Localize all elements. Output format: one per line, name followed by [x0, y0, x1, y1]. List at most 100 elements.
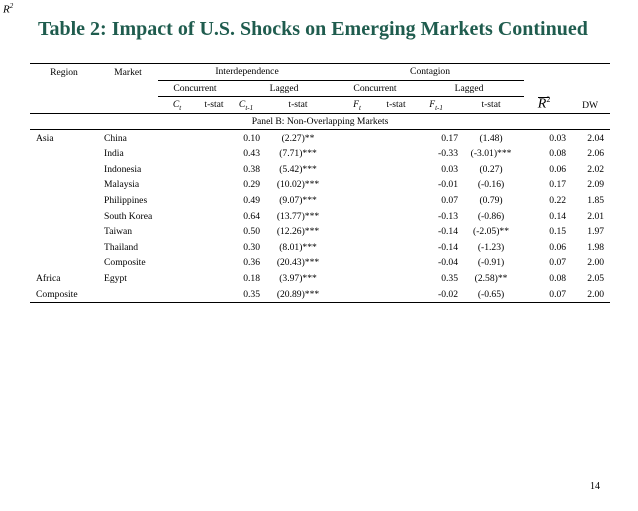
cell-dw: 1.97: [587, 226, 605, 238]
header-f-t-tstat: t-stat: [386, 99, 406, 111]
cell-empty: [158, 146, 196, 162]
header-f-t-1: Ft-1: [429, 98, 443, 112]
header-c-t-1: Ct-1: [238, 98, 254, 112]
cell-dw: 1.85: [587, 195, 605, 207]
cell-market: Egypt: [104, 273, 127, 285]
cell-empty: [158, 193, 196, 209]
cell-f-tm1-t: (-0.65): [477, 288, 505, 300]
cell-c-tm1-t: (12.26)***: [276, 226, 320, 238]
cell-f-tm1-t: (0.79): [479, 195, 503, 207]
cell-c-tm1-t: (5.42)***: [279, 163, 317, 175]
cell-empty: [158, 240, 196, 256]
cell-market: South Korea: [104, 210, 153, 222]
cell-region: [30, 255, 98, 271]
cell-f-tm1-t: (-0.16): [477, 179, 505, 191]
cell-empty: [158, 271, 196, 287]
table-row: Philippines 0.49 (9.07)*** 0.07 (0.79) 0.22 1.…: [30, 193, 610, 209]
cell-empty: [196, 162, 232, 178]
cell-f-tm1: -0.14: [438, 226, 459, 238]
cell-empty: [158, 286, 196, 302]
cell-empty: [158, 162, 196, 178]
cell-empty: [378, 240, 414, 256]
cell-dw: 2.02: [587, 163, 605, 175]
cell-f-tm1: -0.02: [438, 288, 459, 300]
cell-f-tm1-t: (-2.05)**: [473, 226, 510, 238]
cell-market: Philippines: [104, 195, 148, 207]
cell-empty: [336, 286, 378, 302]
cell-empty: [336, 240, 378, 256]
cell-region: Africa: [36, 273, 61, 285]
cell-empty: [378, 255, 414, 271]
cell-empty: [158, 130, 196, 146]
cell-c-tm1-t: (7.71)***: [279, 148, 317, 160]
table-row: Malaysia 0.29 (10.02)*** -0.01 (-0.16) 0.17 2.…: [30, 177, 610, 193]
header-market: Market: [114, 66, 142, 78]
cell-empty: [378, 177, 414, 193]
cell-empty: [336, 224, 378, 240]
cell-r2: 0.17: [549, 179, 567, 191]
cell-dw: 2.01: [587, 210, 605, 222]
cell-r2: 0.06: [549, 241, 567, 253]
table-row: Thailand 0.30 (8.01)*** -0.14 (-1.23) 0.06 1.9…: [30, 240, 610, 256]
cell-region: [30, 162, 98, 178]
cell-f-tm1-t: (1.48): [479, 132, 503, 144]
cell-f-tm1: 0.07: [441, 195, 459, 207]
cell-c-tm1: 0.10: [243, 132, 260, 144]
cell-f-tm1: -0.04: [438, 257, 459, 269]
cell-f-tm1-t: (-1.23): [477, 241, 505, 253]
cell-empty: [336, 208, 378, 224]
cell-f-tm1: 0.35: [441, 273, 459, 285]
cell-c-tm1: 0.18: [243, 273, 260, 285]
table-row: India 0.43 (7.71)*** -0.33 (-3.01)*** 0.08 2.0…: [30, 146, 610, 162]
cell-empty: [196, 177, 232, 193]
cell-r2: 0.14: [549, 210, 567, 222]
cell-region: [30, 224, 98, 240]
cell-dw: 2.00: [587, 257, 605, 269]
cell-empty: [336, 193, 378, 209]
cell-empty: [196, 146, 232, 162]
cell-c-tm1: 0.50: [243, 226, 260, 238]
cell-r2: 0.08: [549, 273, 567, 285]
table-row: Composite 0.36 (20.43)*** -0.04 (-0.91) 0.07 2…: [30, 255, 610, 271]
cell-c-tm1-t: (9.07)***: [279, 195, 317, 207]
cell-c-tm1: 0.35: [243, 288, 260, 300]
cell-empty: [378, 286, 414, 302]
cell-f-tm1-t: (-0.91): [477, 257, 505, 269]
cell-empty: [336, 162, 378, 178]
cell-market: China: [104, 132, 127, 144]
cell-empty: [336, 255, 378, 271]
results-table: Region Market Interdependence Contagion …: [30, 63, 611, 303]
cell-dw: 2.05: [587, 273, 605, 285]
cell-empty: [378, 130, 414, 146]
cell-market: Taiwan: [104, 226, 133, 238]
cell-f-tm1-t: (2.58)**: [474, 273, 508, 285]
cell-f-tm1-t: (-3.01)***: [470, 148, 512, 160]
cell-f-tm1-t: (0.27): [479, 163, 503, 175]
cell-empty: [336, 146, 378, 162]
cell-empty: [378, 146, 414, 162]
cell-market: Malaysia: [104, 179, 140, 191]
cell-empty: [378, 208, 414, 224]
table-row: Africa Egypt 0.18 (3.97)*** 0.35 (2.58)** 0.08…: [30, 271, 610, 287]
cell-region: [30, 193, 98, 209]
cell-c-tm1: 0.64: [243, 210, 260, 222]
cell-c-tm1: 0.29: [243, 179, 260, 191]
cell-market: Composite: [104, 257, 146, 269]
cell-dw: 2.00: [587, 288, 605, 300]
cell-empty: [196, 255, 232, 271]
cell-c-tm1: 0.38: [243, 163, 260, 175]
table-row: Asia China 0.10 (2.27)** 0.17 (1.48) 0.03 2.04: [30, 130, 610, 146]
cell-region: [30, 208, 98, 224]
cell-f-tm1: -0.14: [438, 241, 459, 253]
table-row: South Korea 0.64 (13.77)*** -0.13 (-0.86) 0.1…: [30, 208, 610, 224]
header-r-squared: R2: [524, 63, 571, 114]
cell-f-tm1-t: (-0.86): [477, 210, 505, 222]
cell-c-tm1: 0.49: [243, 195, 260, 207]
cell-r2: 0.15: [549, 226, 567, 238]
cell-f-tm1: -0.13: [438, 210, 459, 222]
header-interdependence: Interdependence: [158, 63, 337, 81]
table-body: Asia China 0.10 (2.27)** 0.17 (1.48) 0.03 2.04 I…: [30, 130, 611, 303]
header-c-t-1-tstat: t-stat: [288, 99, 308, 111]
corner-r-squared-mark: R2: [3, 2, 14, 16]
cell-c-tm1-t: (3.97)***: [279, 273, 317, 285]
